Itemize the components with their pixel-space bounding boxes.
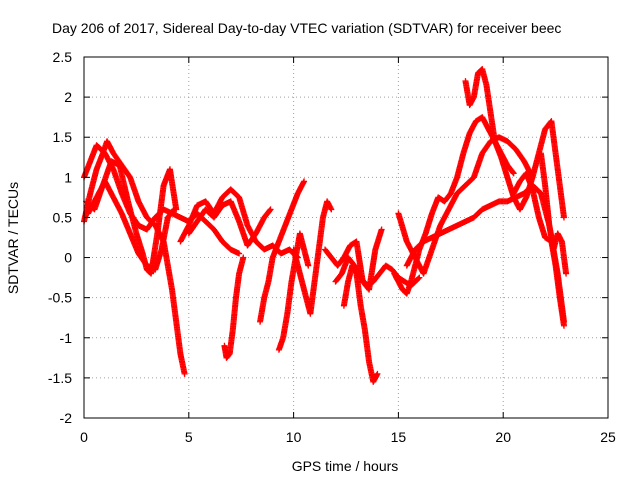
y-tick-label: -1.5	[48, 370, 72, 386]
data-point	[563, 270, 570, 277]
data-point	[378, 226, 385, 233]
data-point	[181, 370, 188, 377]
y-axis-ticks: -2 -1.5 -1 -0.5 0 0.5 1 1.5 2 2.5	[48, 49, 608, 426]
y-tick-label: 1	[64, 169, 72, 185]
chart-title: Day 206 of 2017, Sidereal Day-to-day VTE…	[52, 20, 561, 36]
data-point	[171, 206, 178, 213]
series-arc-17	[462, 66, 567, 221]
series-arc-04	[85, 178, 178, 273]
data-point	[236, 250, 243, 257]
series-arc-12	[340, 262, 381, 385]
y-tick-label: 2.5	[53, 49, 73, 65]
y-tick-label: 1.5	[53, 129, 73, 145]
series-arc-06	[185, 198, 274, 249]
series-arc-18	[510, 170, 567, 329]
x-tick-label: 20	[495, 429, 511, 445]
data-point	[267, 206, 274, 213]
y-tick-label: 0.5	[53, 209, 73, 225]
data-point	[301, 178, 308, 185]
plot-frame	[83, 56, 609, 419]
series-arc-08	[257, 178, 308, 325]
data-point	[240, 254, 247, 261]
y-tick-label: 2	[64, 89, 72, 105]
data-point	[560, 322, 567, 329]
y-axis-label: SDTVAR / TECUs	[5, 182, 21, 294]
series-arc-19	[537, 150, 570, 277]
data-point	[415, 275, 422, 282]
x-tick-label: 15	[391, 429, 407, 445]
y-tick-label: -0.5	[48, 290, 72, 306]
data-point	[328, 206, 335, 213]
series-arc-07	[221, 254, 247, 361]
series-arc-10	[290, 198, 335, 317]
y-tick-label: 0	[64, 250, 72, 266]
data-point	[374, 370, 381, 377]
y-tick-label: -2	[60, 410, 73, 426]
data-point	[560, 214, 567, 221]
data-point	[509, 169, 516, 176]
x-tick-label: 5	[185, 429, 193, 445]
x-axis-label: GPS time / hours	[292, 458, 399, 474]
series-arc-01	[81, 138, 188, 377]
data-point	[305, 262, 312, 269]
x-tick-label: 10	[286, 429, 302, 445]
x-tick-label: 25	[600, 429, 616, 445]
x-axis-ticks: 0 5 10 15 20 25	[80, 57, 616, 445]
data-point	[510, 170, 517, 177]
x-tick-label: 0	[80, 429, 88, 445]
y-tick-label: -1	[60, 330, 73, 346]
data-point	[170, 207, 177, 214]
series-arc-03	[83, 158, 180, 277]
data-points	[81, 66, 570, 385]
data-point	[266, 207, 273, 214]
data-point	[416, 274, 423, 281]
